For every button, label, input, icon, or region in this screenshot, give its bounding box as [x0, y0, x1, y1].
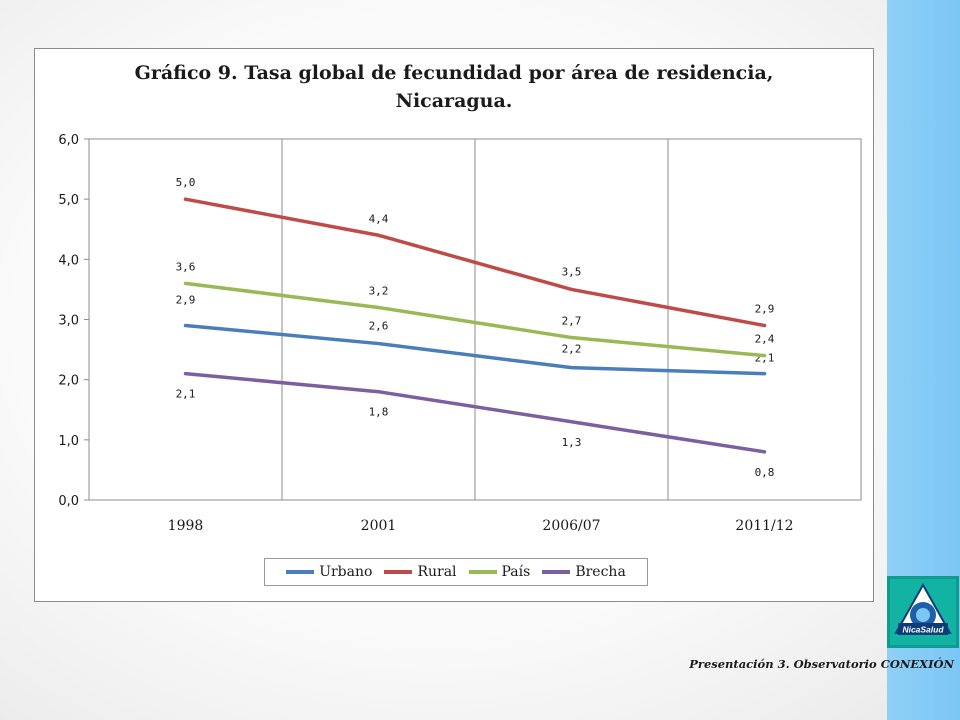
- data-label-país: 2,7: [562, 315, 582, 328]
- data-label-brecha: 0,8: [755, 466, 775, 479]
- legend-swatch: [468, 570, 497, 574]
- data-label-brecha: 1,3: [562, 436, 582, 449]
- x-tick-label: 2006/07: [542, 518, 600, 534]
- data-label-urbano: 2,9: [176, 294, 196, 307]
- y-tick-label: 3,0: [58, 314, 79, 329]
- data-label-país: 3,6: [176, 260, 196, 273]
- data-label-rural: 3,5: [562, 265, 582, 278]
- data-label-país: 2,4: [755, 333, 775, 346]
- chart-title-line-2: Nicaragua.: [395, 90, 513, 112]
- data-label-rural: 2,9: [755, 303, 775, 316]
- legend-label: País: [501, 564, 531, 580]
- legend-label: Urbano: [319, 564, 373, 580]
- nicasalud-logo: NicaSalud: [887, 576, 959, 648]
- line-chart-plot: 0,0 1,0 2,0 3,0 4,0 5,0 6,0 1998 2001 2006/07 2011…: [58, 133, 862, 534]
- data-label-rural: 5,0: [176, 176, 196, 189]
- data-label-brecha: 1,8: [369, 406, 389, 419]
- series-line-brecha: [183, 371, 767, 454]
- chart-legend: Urbano Rural País Brecha: [264, 558, 648, 586]
- x-tick-label: 2011/12: [735, 518, 793, 534]
- x-tick-label: 2001: [361, 518, 397, 534]
- legend-label: Rural: [417, 564, 457, 580]
- y-tick-label: 5,0: [58, 193, 79, 208]
- y-tick-label: 6,0: [58, 133, 79, 148]
- logo-text: NicaSalud: [902, 625, 944, 635]
- nicasalud-logo-icon: NicaSalud: [894, 582, 952, 635]
- data-label-urbano: 2,2: [562, 343, 582, 356]
- chart-frame: Gráfico 9. Tasa global de fecundidad por…: [34, 48, 874, 602]
- y-tick-label: 2,0: [58, 374, 79, 389]
- chart-title-line-1: Gráfico 9. Tasa global de fecundidad por…: [134, 62, 774, 84]
- legend-item-rural: Rural: [384, 564, 457, 580]
- footer-caption: Presentación 3. Observatorio CONEXIÓN: [689, 657, 954, 671]
- data-label-brecha: 2,1: [176, 388, 196, 401]
- legend-label: Brecha: [575, 564, 626, 580]
- series-line-rural: [183, 197, 767, 328]
- y-tick-label: 0,0: [58, 494, 79, 509]
- y-tick-label: 4,0: [58, 253, 79, 268]
- x-tick-label: 1998: [168, 518, 204, 534]
- legend-item-brecha: Brecha: [542, 564, 626, 580]
- legend-item-país: País: [468, 564, 531, 580]
- data-label-urbano: 2,6: [369, 320, 389, 333]
- legend-item-urbano: Urbano: [286, 564, 372, 580]
- series-line-país: [183, 281, 767, 358]
- legend-swatch: [384, 570, 413, 574]
- series-line-urbano: [183, 323, 767, 376]
- legend-swatch: [542, 570, 571, 574]
- y-tick-label: 1,0: [58, 434, 79, 449]
- chart-title: Gráfico 9. Tasa global de fecundidad por…: [35, 59, 873, 115]
- data-label-rural: 4,4: [369, 212, 389, 225]
- data-label-país: 3,2: [369, 284, 389, 297]
- legend-swatch: [286, 570, 315, 574]
